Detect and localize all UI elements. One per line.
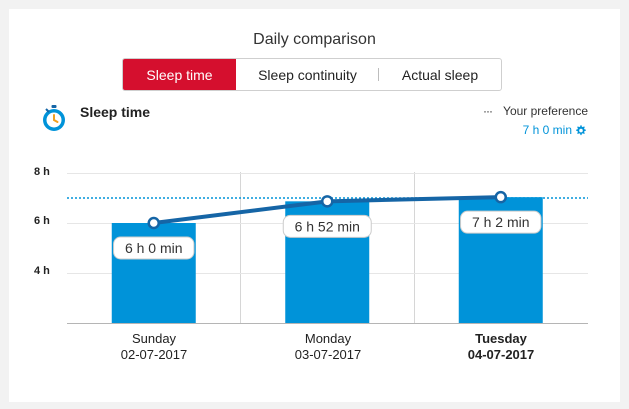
tab-sleep-time[interactable]: Sleep time	[123, 59, 236, 90]
y-tick-label-4h: 4 h	[34, 265, 50, 277]
x-label-date-sunday: 02-07-2017	[120, 347, 188, 362]
tab-sleep-continuity[interactable]: Sleep continuity	[236, 59, 379, 90]
x-label-day-sunday: Sunday	[131, 331, 177, 346]
tab-actual-sleep[interactable]: Actual sleep	[401, 66, 479, 83]
x-label-day-monday: Monday	[304, 331, 352, 346]
page-title: Daily comparison	[253, 31, 376, 48]
tab-group: Sleep time Sleep continuity Actual sleep	[122, 58, 502, 91]
x-label-date-tuesday: 04-07-2017	[467, 347, 535, 362]
svg-text:6 h 52 min: 6 h 52 min	[295, 218, 360, 234]
preference-value[interactable]: 7 h 0 min	[522, 123, 572, 137]
gear-icon[interactable]	[574, 124, 587, 137]
alarm-clock-icon	[43, 105, 65, 131]
y-tick-label-8h: 8 h	[34, 166, 50, 178]
value-label-monday: 6 h 52 min	[282, 214, 372, 238]
data-point-sunday	[147, 216, 160, 230]
data-point-tuesday	[494, 190, 507, 204]
preference-label: Your preference	[503, 104, 588, 118]
value-label-tuesday: 7 h 2 min	[460, 210, 542, 234]
y-tick-label-6h: 6 h	[34, 215, 50, 227]
value-label-sunday: 6 h 0 min	[113, 236, 195, 260]
x-label-day-tuesday: Tuesday	[475, 331, 527, 346]
data-point-monday	[321, 195, 334, 208]
svg-text:6 h 0 min: 6 h 0 min	[125, 240, 183, 256]
section-title: Sleep time	[80, 104, 151, 120]
dotted-line-legend: ···	[483, 104, 493, 118]
x-label-date-monday: 03-07-2017	[294, 347, 362, 362]
svg-text:7 h 2 min: 7 h 2 min	[472, 214, 530, 230]
